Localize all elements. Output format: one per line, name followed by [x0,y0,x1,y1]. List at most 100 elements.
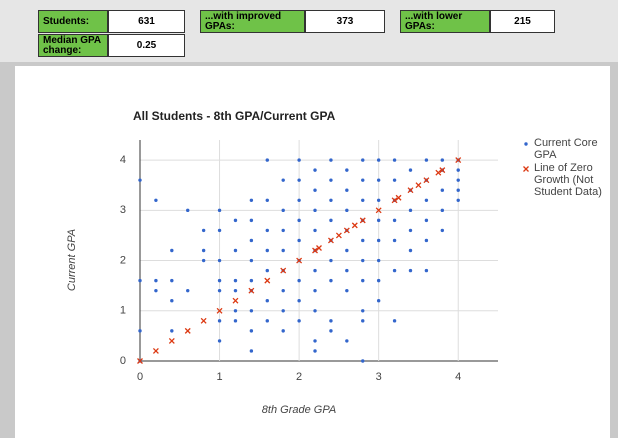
point [233,218,238,223]
point [456,198,460,202]
cell-label[interactable]: Students: [38,10,108,33]
point [345,339,349,343]
point [313,188,317,192]
x-tick-label: 4 [455,371,461,383]
point [297,178,301,182]
point [408,268,413,273]
point [233,278,238,283]
point [424,268,429,273]
point [249,329,254,333]
point [313,339,317,343]
y-tick-label: 4 [120,154,126,166]
point [335,232,342,239]
point [456,188,460,192]
point [313,208,317,213]
point [217,319,222,323]
point [281,288,285,293]
point [376,299,381,303]
point [297,238,301,243]
point [392,238,397,243]
cell-value[interactable]: 215 [490,10,555,33]
point [281,178,285,182]
point [408,208,413,213]
point [392,268,397,273]
cell-label[interactable]: ...with lower GPAs: [400,10,490,33]
point [265,248,269,253]
point [186,208,190,213]
point [455,157,462,164]
point [329,198,333,202]
point [281,228,285,233]
point [391,197,398,204]
point [439,167,446,174]
y-tick-label: 0 [120,355,126,367]
point [395,194,402,201]
point [435,169,442,176]
point [376,258,381,263]
point [327,237,334,244]
point [345,188,349,192]
point [313,168,317,172]
point [345,248,349,253]
point [456,178,460,182]
point [281,329,285,333]
point [217,278,222,283]
point [313,288,317,293]
point [297,198,301,202]
x-tick-label: 3 [376,371,382,383]
legend-label: Line of Zero Growth (Not Student Data) [534,162,602,198]
point [313,268,317,273]
point [154,198,158,202]
point [297,278,301,283]
point [312,247,318,254]
point [456,168,460,172]
point [170,299,174,303]
point [138,178,142,182]
point [233,288,238,293]
y-tick-label: 3 [120,204,126,216]
point [424,218,429,223]
point [423,177,430,184]
x-axis-label: 8th Grade GPA [262,404,336,416]
point [361,278,365,283]
cell-value[interactable]: 631 [108,10,185,33]
point [249,349,254,353]
point [297,158,301,162]
point [440,188,445,192]
legend-marker [523,166,529,172]
point [249,198,254,202]
point [329,158,333,162]
point [186,288,190,293]
point [440,158,445,162]
cell-label[interactable]: Median GPA change: [38,34,108,57]
point [184,327,191,334]
point [265,319,269,323]
point [201,248,206,253]
point [392,218,397,223]
point [361,198,365,202]
point [233,309,238,313]
y-axis-label: Current GPA [66,229,78,291]
point [313,349,317,353]
y-tick-label: 2 [120,254,126,266]
point [392,319,397,323]
cell-value[interactable]: 373 [305,10,385,33]
chart-area [15,66,610,438]
point [265,198,269,202]
point [281,309,285,313]
point [408,168,413,172]
chart-title: All Students - 8th GPA/Current GPA [133,109,336,123]
point [216,307,223,314]
point [233,248,238,253]
point [138,329,142,333]
point [281,208,285,213]
point [297,218,301,223]
point [345,268,349,273]
point [248,287,255,294]
cell-value[interactable]: 0.25 [108,34,185,57]
cell-label[interactable]: ...with improved GPAs: [200,10,305,33]
point [408,248,413,253]
point [217,208,222,213]
point [170,278,174,283]
point [329,258,333,263]
